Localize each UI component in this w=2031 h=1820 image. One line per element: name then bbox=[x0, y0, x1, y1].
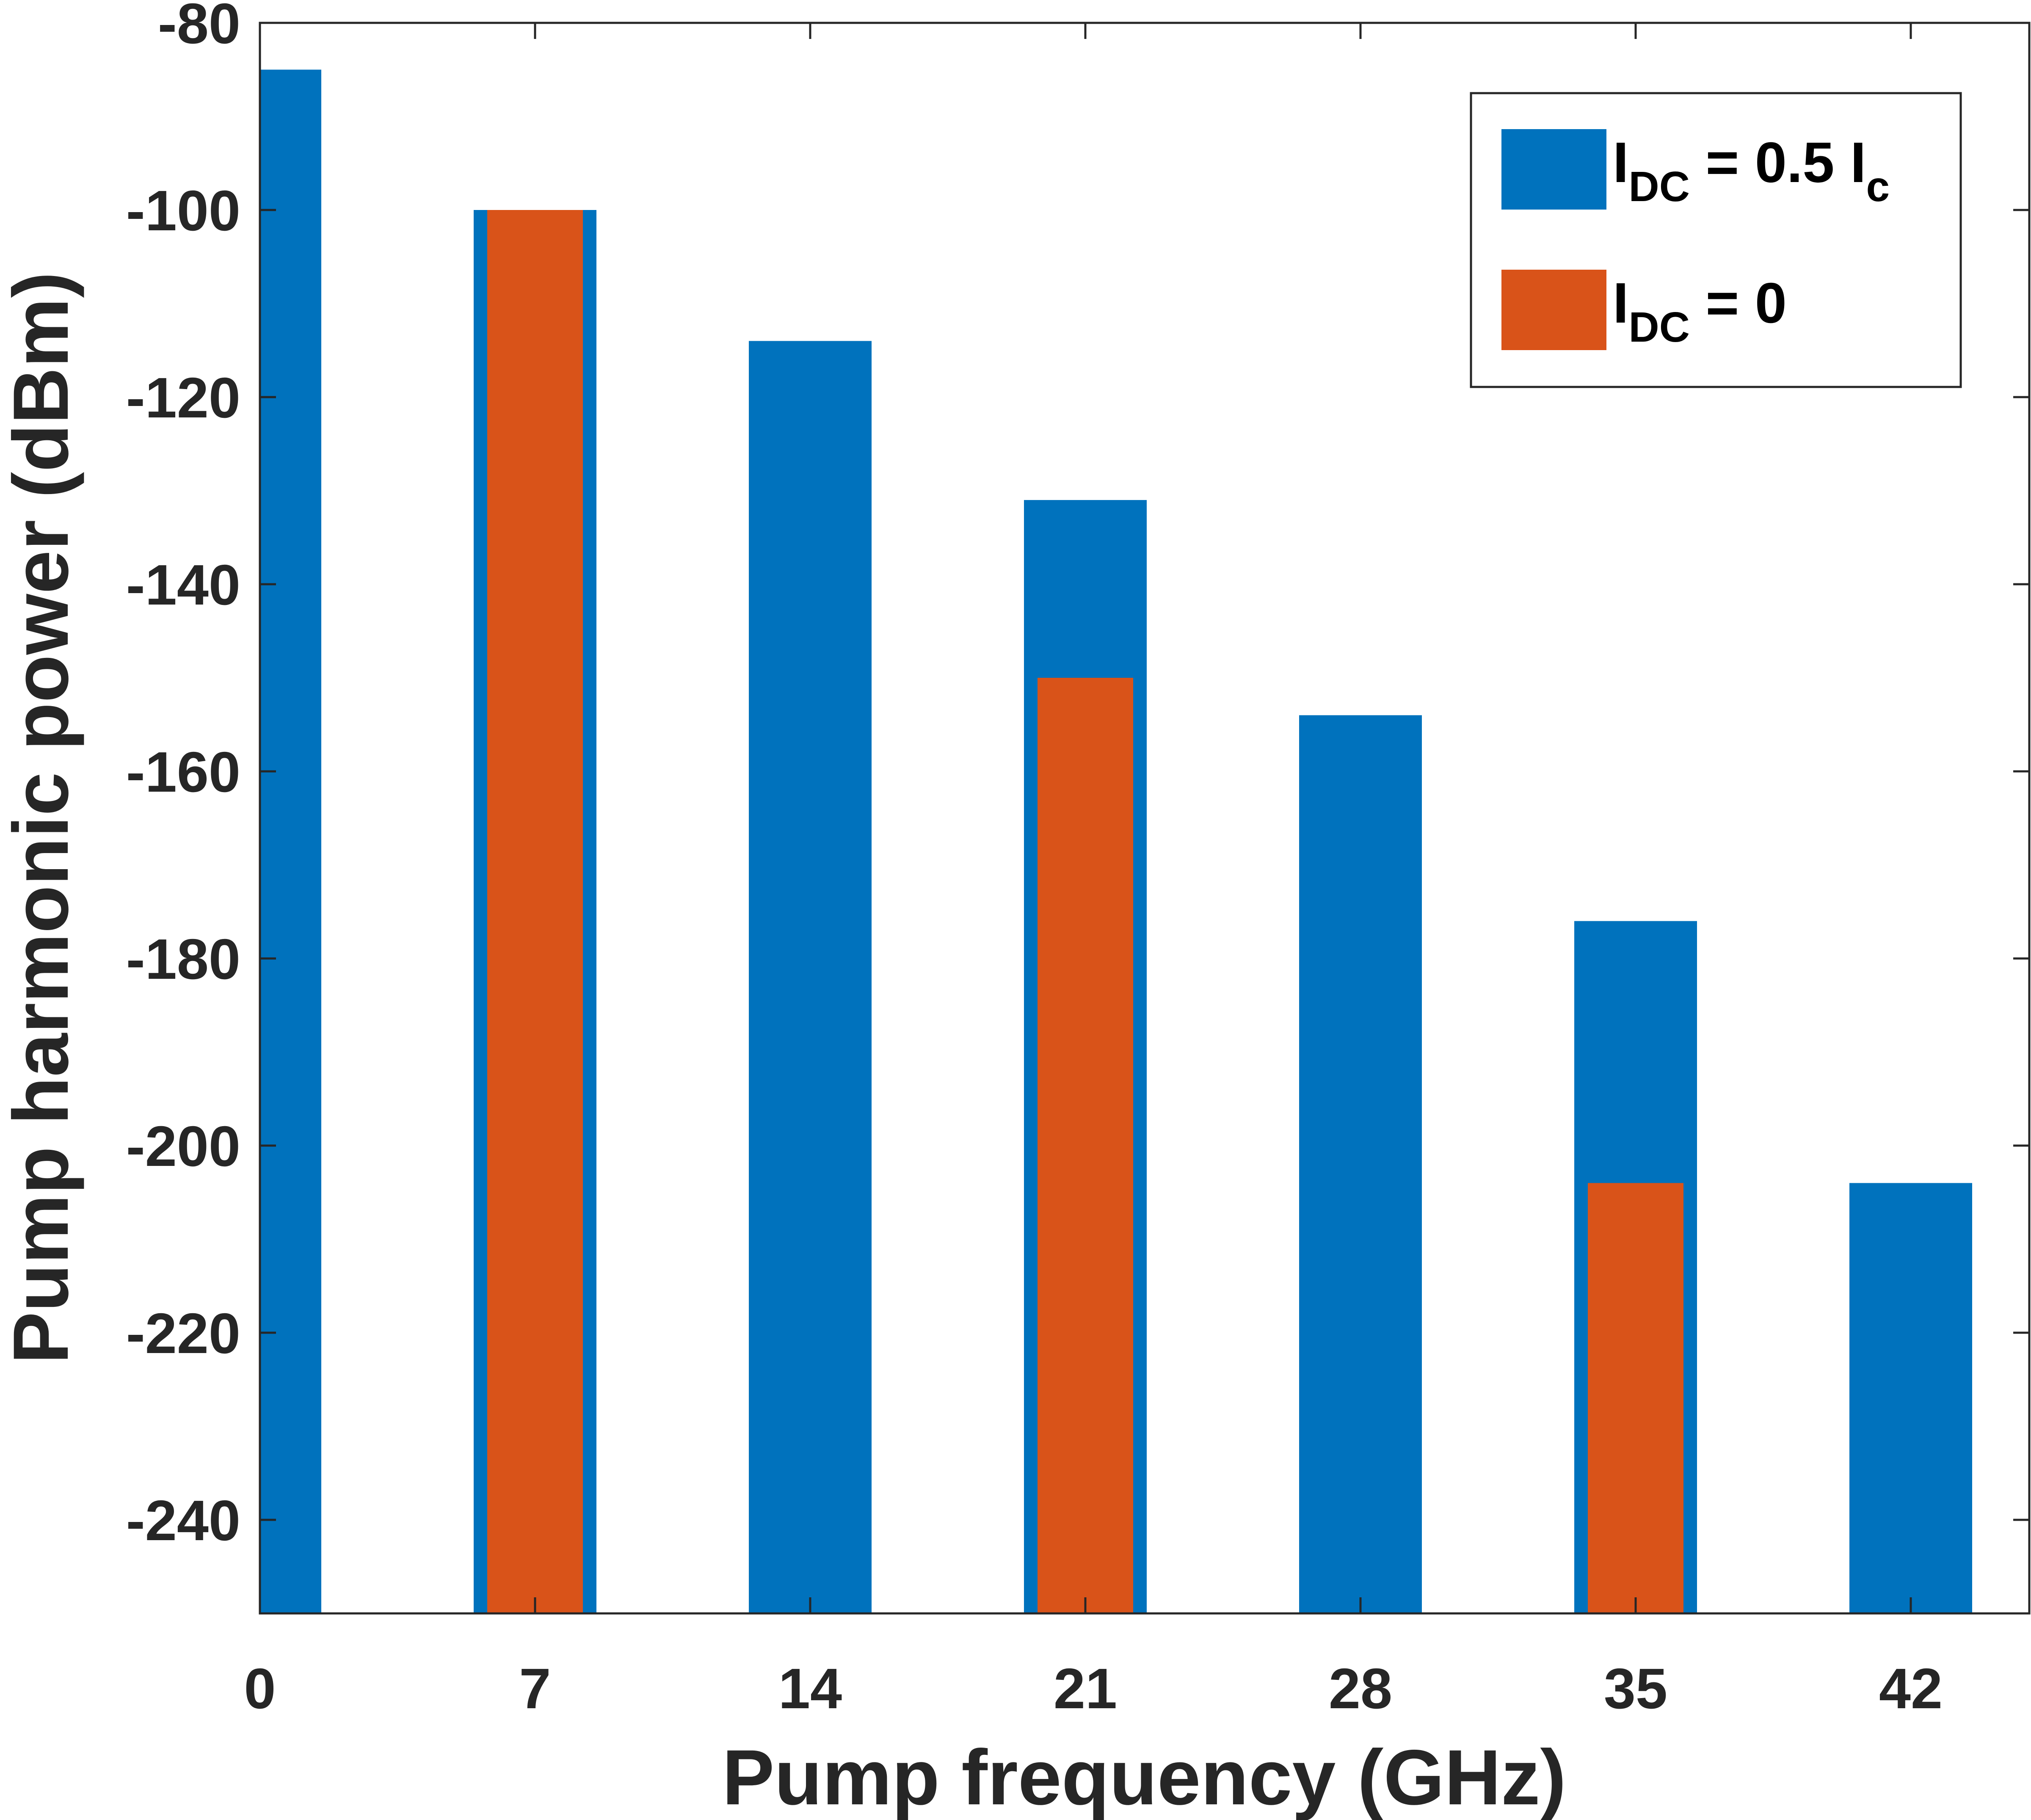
y-tick-label: -220 bbox=[126, 1301, 240, 1365]
y-tick-label: -120 bbox=[126, 366, 240, 430]
x-tick-label: 35 bbox=[1604, 1657, 1667, 1721]
bar-series-1-x-28 bbox=[1299, 715, 1422, 1614]
x-axis-label: Pump frequency (GHz) bbox=[722, 1734, 1566, 1820]
bar-series-1-x-0 bbox=[260, 69, 321, 1613]
y-tick-label: -240 bbox=[126, 1489, 240, 1552]
x-tick-label: 42 bbox=[1879, 1657, 1943, 1721]
bar-series-2-x-35 bbox=[1588, 1183, 1683, 1613]
bar-series-1-x-42 bbox=[1849, 1183, 1972, 1613]
legend-label-main: I bbox=[1613, 130, 1629, 194]
bar-series-1-x-14 bbox=[749, 341, 872, 1614]
y-tick-label: -180 bbox=[126, 927, 240, 991]
legend-swatch-series-2 bbox=[1501, 270, 1606, 350]
bars-layer bbox=[260, 69, 1972, 1614]
bar-series-2-x-7 bbox=[487, 210, 583, 1613]
plot-area-frame bbox=[259, 22, 2031, 1615]
legend-label-subscript: DC bbox=[1629, 304, 1690, 351]
x-tick-label: 28 bbox=[1329, 1657, 1392, 1721]
legend-label-rest: = 0.5 I bbox=[1690, 130, 1866, 194]
tick-labels-layer: 0 7 14 21 28 35 42 -80 -100 -120 -140 -160 -180 -200 -… bbox=[126, 0, 1943, 1721]
y-tick-label: -140 bbox=[126, 553, 240, 617]
y-tick-label: -80 bbox=[158, 0, 240, 55]
y-tick-label: -100 bbox=[126, 179, 240, 243]
legend-label-subscript: DC bbox=[1629, 163, 1690, 210]
y-axis-label: Pump harmonic power (dBm) bbox=[0, 272, 85, 1364]
y-tick-label: -160 bbox=[126, 740, 240, 804]
legend-label-series-2: IDC = 0 bbox=[1613, 271, 1787, 351]
legend-label-main: I bbox=[1613, 271, 1629, 335]
x-tick-label: 0 bbox=[244, 1657, 276, 1721]
legend-label-subscript-2: c bbox=[1866, 163, 1890, 210]
ticks-layer bbox=[259, 22, 2029, 1613]
x-tick-label: 14 bbox=[778, 1657, 842, 1721]
x-tick-label: 21 bbox=[1054, 1657, 1117, 1721]
y-tick-label: -200 bbox=[126, 1114, 240, 1178]
legend-swatch-series-1 bbox=[1501, 129, 1606, 210]
bar-series-2-x-21 bbox=[1038, 678, 1133, 1613]
x-tick-label: 7 bbox=[519, 1657, 551, 1721]
legend: IDC = 0.5 Ic IDC = 0 bbox=[1470, 92, 1962, 388]
legend-label-series-1: IDC = 0.5 Ic bbox=[1613, 130, 1890, 210]
legend-label-rest: = 0 bbox=[1690, 271, 1787, 335]
